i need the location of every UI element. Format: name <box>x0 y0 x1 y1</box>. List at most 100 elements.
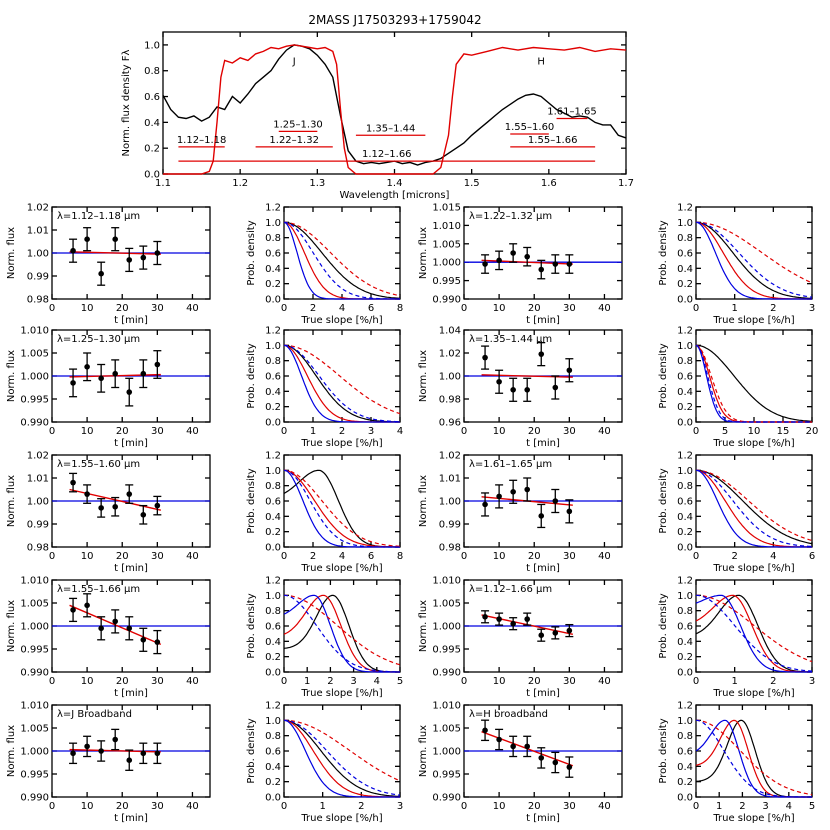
y-tick-label: 1.02 <box>439 451 461 462</box>
probability-curve <box>695 344 812 423</box>
chart-spectrum <box>162 31 627 175</box>
data-point <box>112 503 118 510</box>
y-tick-label: 1.01 <box>439 474 461 485</box>
y-tick-label: 0.2 <box>265 402 281 413</box>
y-tick-label: 1.000 <box>432 747 461 758</box>
y-tick-label: 0.2 <box>265 777 281 788</box>
probability-curve <box>283 719 401 782</box>
y-axis-label: Prob. density <box>246 468 257 533</box>
x-axis-label: t [min] <box>526 813 560 824</box>
y-tick-label: 1.010 <box>20 326 49 337</box>
wavelength-range-label: 1.12–1.18 <box>177 135 227 146</box>
data-point <box>154 750 161 757</box>
y-tick-label: 0.4 <box>265 762 281 773</box>
x-tick-label: 40 <box>598 676 611 687</box>
wavelength-range-label: 1.25–1.30 <box>273 119 323 130</box>
y-tick-label: 0.2 <box>677 402 693 413</box>
data-point <box>482 501 488 508</box>
y-tick-label: 0.0 <box>677 418 693 429</box>
y-tick-label: 0.2 <box>265 527 281 538</box>
x-tick-label: 4 <box>770 551 776 562</box>
x-tick-label: 30 <box>563 801 576 812</box>
y-axis-label: Norm. flux <box>6 475 17 527</box>
x-tick-label: 0 <box>461 801 467 812</box>
x-tick-label: 3 <box>397 801 403 812</box>
y-tick-label: 1.0 <box>144 40 160 51</box>
data-point <box>154 639 161 645</box>
data-point <box>140 370 147 377</box>
y-tick-label: 1.010 <box>20 576 49 587</box>
y-tick-label: 0.0 <box>677 793 693 804</box>
data-point <box>70 380 76 386</box>
x-tick-label: 0 <box>693 303 699 314</box>
probability-curve <box>695 719 813 796</box>
chart-lc4 <box>463 329 623 423</box>
y-tick-label: 0.98 <box>27 295 49 306</box>
probability-curve <box>283 719 400 798</box>
data-point <box>538 632 545 638</box>
x-axis-label: t [min] <box>114 315 148 326</box>
x-tick-label: 20 <box>116 676 129 687</box>
fit-line <box>481 374 573 378</box>
data-point <box>496 616 502 622</box>
x-axis-label: True slope [%/h] <box>712 315 794 326</box>
x-tick-label: 0 <box>49 551 55 562</box>
x-axis-label: True slope [%/h] <box>712 438 794 449</box>
y-tick-label: 0.6 <box>144 92 160 103</box>
data-point <box>552 759 559 766</box>
chart-lc5 <box>51 454 211 548</box>
y-axis-label: Norm. flux <box>6 600 17 652</box>
y-tick-label: 0.0 <box>265 793 281 804</box>
y-tick-label: 0.4 <box>677 387 693 398</box>
x-axis-label: t [min] <box>526 688 560 699</box>
x-axis-label: t [min] <box>526 438 560 449</box>
x-tick-label: 10 <box>493 676 506 687</box>
data-point <box>98 505 104 511</box>
x-tick-label: 2 <box>327 676 333 687</box>
plot-frame <box>283 704 401 798</box>
y-tick-label: 1.005 <box>432 239 461 250</box>
y-tick-label: 1.0 <box>265 341 281 352</box>
x-tick-label: 6 <box>368 303 374 314</box>
y-tick-label: 0.990 <box>20 793 49 804</box>
band-annotation: J <box>292 56 296 67</box>
y-tick-label: 0.2 <box>677 279 693 290</box>
y-tick-label: 0.8 <box>677 356 693 367</box>
x-tick-label: 3 <box>350 676 356 687</box>
y-tick-label: 0.995 <box>20 395 49 406</box>
probability-curve <box>695 719 812 798</box>
probability-curve <box>695 469 813 548</box>
data-point <box>112 370 118 377</box>
y-tick-label: 0.995 <box>432 276 461 287</box>
chart-pd7 <box>283 579 401 673</box>
x-tick-label: 0 <box>461 676 467 687</box>
y-tick-label: 0.990 <box>20 668 49 679</box>
y-tick-label: 0.2 <box>265 652 281 663</box>
panel-label: λ=1.61–1.65 μm <box>469 459 552 470</box>
data-point <box>70 750 76 757</box>
y-axis-label: Prob. density <box>246 593 257 658</box>
x-tick-label: 3 <box>809 676 815 687</box>
x-tick-label: 0 <box>693 551 699 562</box>
x-tick-label: 30 <box>151 801 164 812</box>
y-tick-label: 0.0 <box>677 543 693 554</box>
x-tick-label: 0 <box>49 303 55 314</box>
y-tick-label: 0.4 <box>677 264 693 275</box>
probability-curve <box>283 221 400 300</box>
figure-title: 2MASS J17503293+1759042 <box>308 13 481 27</box>
plot-frame <box>283 579 401 673</box>
data-point <box>70 607 76 613</box>
x-tick-label: 20 <box>116 426 129 437</box>
data-point <box>154 361 161 368</box>
y-tick-label: 1.2 <box>677 203 693 214</box>
y-tick-label: 1.010 <box>432 221 461 232</box>
data-point <box>538 513 545 519</box>
x-tick-label: 2 <box>770 303 776 314</box>
y-tick-label: 0.0 <box>265 543 281 554</box>
y-tick-label: 0.6 <box>677 372 693 383</box>
y-tick-label: 0.990 <box>20 418 49 429</box>
probability-curve <box>283 469 401 547</box>
data-point <box>140 750 147 757</box>
data-point <box>566 627 573 634</box>
y-axis-label: Norm. flux <box>6 350 17 402</box>
